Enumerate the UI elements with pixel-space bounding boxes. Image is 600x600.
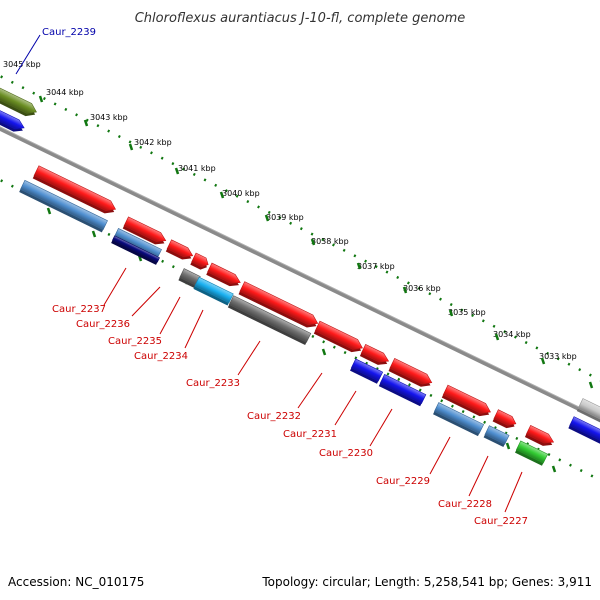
leader-line — [159, 296, 181, 335]
gene-steel-blue — [483, 425, 510, 448]
leader-line — [15, 34, 41, 75]
kbp-label: 3041 kbp — [178, 164, 216, 173]
inner-major-tick — [321, 348, 327, 356]
gene-red — [359, 343, 390, 365]
inner-major-tick — [505, 442, 511, 450]
leader-line — [103, 267, 127, 306]
accession-text: Accession: NC_010175 — [8, 575, 144, 589]
kbp-major-tick — [540, 357, 546, 365]
gene-label: Caur_2231 — [283, 429, 337, 440]
kbp-major-tick — [310, 238, 316, 246]
gene-red — [313, 320, 363, 353]
gene-blue — [0, 107, 25, 132]
inner-major-tick — [91, 230, 97, 238]
gene-red — [238, 281, 319, 328]
gene-blue — [350, 358, 384, 384]
gene-olive — [0, 84, 37, 117]
kbp-label: 3036 kbp — [403, 284, 441, 293]
leader-line — [131, 286, 161, 317]
gene-light-gray — [576, 398, 600, 425]
gene-green — [515, 440, 549, 466]
kbp-major-tick — [174, 167, 180, 175]
gene-red — [206, 262, 241, 287]
kbp-label: 3033 kbp — [539, 352, 577, 361]
gene-label: Caur_2229 — [376, 476, 430, 487]
gene-red — [32, 165, 117, 214]
topology-text: Topology: circular; Length: 5,258,541 bp… — [261, 575, 592, 589]
gene-label: Caur_2233 — [186, 378, 240, 389]
gene-cyan — [193, 276, 234, 306]
kbp-major-tick — [219, 191, 225, 199]
inner-major-tick — [46, 207, 52, 215]
gene-red — [388, 358, 433, 387]
kbp-label: 3044 kbp — [46, 88, 84, 97]
gene-gray — [227, 295, 312, 346]
kbp-major-tick — [588, 381, 594, 389]
gene-label: Caur_2230 — [319, 448, 373, 459]
gene-label: Caur_2234 — [134, 351, 188, 362]
kbp-label: 3039 kbp — [266, 213, 304, 222]
gene-red — [190, 252, 209, 270]
gene-steel-blue — [433, 402, 485, 437]
inner-major-tick — [551, 465, 557, 473]
gene-steel-blue — [19, 179, 108, 233]
gene-label: Caur_2232 — [247, 411, 301, 422]
map-title: Chloroflexus aurantiacus J-10-fl, comple… — [135, 11, 466, 26]
gene-label: Caur_2239 — [42, 27, 96, 38]
gene-blue — [378, 374, 427, 407]
kbp-major-tick — [38, 95, 44, 103]
gene-red — [165, 239, 194, 260]
kbp-major-tick — [264, 214, 270, 222]
leader-line — [429, 436, 451, 475]
gene-red — [441, 384, 491, 417]
leader-line — [297, 372, 323, 409]
leader-line — [504, 471, 523, 513]
backbone — [0, 126, 600, 422]
gene-blue — [568, 416, 600, 445]
gene-labels: Caur_2239 Caur_2237 Caur_2236 Caur_2235 Caur… — [15, 27, 528, 527]
kbp-major-tick — [83, 119, 89, 127]
kbp-major-tick — [402, 286, 408, 294]
leader-line — [369, 408, 393, 447]
gene-red — [524, 424, 555, 446]
kbp-major-tick — [494, 333, 500, 341]
kbp-label: 3034 kbp — [493, 330, 531, 339]
kbp-label: 3043 kbp — [90, 113, 128, 122]
leader-line — [468, 455, 489, 497]
kbp-label: 3038 kbp — [311, 237, 349, 246]
kbp-major-tick — [356, 262, 362, 270]
leader-line — [334, 390, 357, 426]
gene-label: Caur_2237 — [52, 304, 106, 315]
gene-label: Caur_2235 — [108, 336, 162, 347]
gene-red — [122, 216, 167, 245]
kbp-major-tick — [448, 309, 454, 317]
gene-label: Caur_2227 — [474, 516, 528, 527]
gene-label: Caur_2236 — [76, 319, 130, 330]
gene-label: Caur_2228 — [438, 499, 492, 510]
kbp-label: 3040 kbp — [222, 189, 260, 198]
kbp-label: 3042 kbp — [134, 138, 172, 147]
kbp-label: 3037 kbp — [357, 262, 395, 271]
leader-line — [184, 309, 204, 349]
kbp-label: 3035 kbp — [448, 308, 486, 317]
inner-tick-track — [0, 178, 600, 482]
kbp-major-tick — [128, 143, 134, 151]
gene-red — [492, 409, 517, 429]
leader-line — [237, 340, 261, 376]
gene-navy — [111, 235, 160, 265]
genes — [0, 84, 600, 466]
